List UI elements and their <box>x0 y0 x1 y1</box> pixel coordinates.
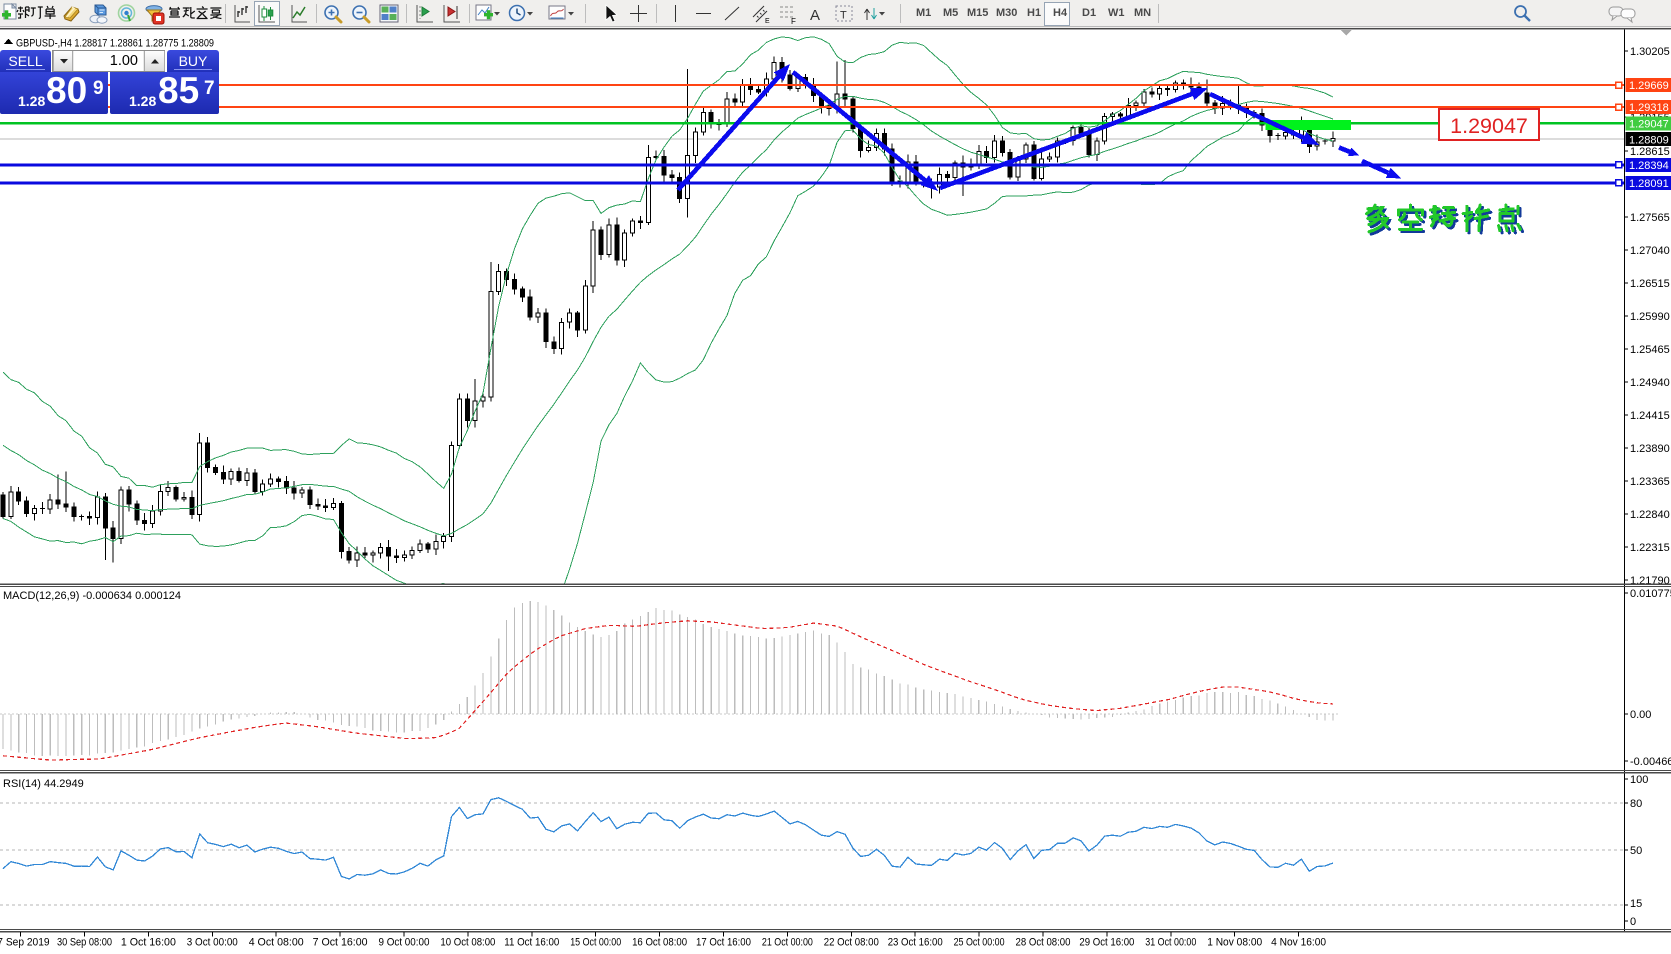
svg-text:1.26515: 1.26515 <box>1630 278 1670 290</box>
svg-text:23 Oct 16:00: 23 Oct 16:00 <box>888 937 943 949</box>
svg-text:A: A <box>810 7 820 24</box>
svg-text:100: 100 <box>1630 774 1648 786</box>
svg-text:1.24940: 1.24940 <box>1630 377 1670 389</box>
svg-text:22 Oct 08:00: 22 Oct 08:00 <box>824 937 879 949</box>
svg-text:1.23890: 1.23890 <box>1630 443 1670 455</box>
svg-text:7 Oct 16:00: 7 Oct 16:00 <box>313 937 368 949</box>
svg-text:28 Oct 08:00: 28 Oct 08:00 <box>1016 937 1071 949</box>
svg-text:0.010775: 0.010775 <box>1630 588 1671 600</box>
svg-text:16 Oct 08:00: 16 Oct 08:00 <box>632 937 687 949</box>
svg-text:1.22315: 1.22315 <box>1630 542 1670 554</box>
svg-text:T: T <box>840 10 847 22</box>
svg-text:15 Oct 00:00: 15 Oct 00:00 <box>570 937 621 949</box>
svg-text:1.29669: 1.29669 <box>1629 80 1669 92</box>
svg-text:50: 50 <box>1630 845 1642 857</box>
svg-text:1.28091: 1.28091 <box>1629 178 1669 190</box>
svg-text:RSI(14) 44.2949: RSI(14) 44.2949 <box>3 778 84 790</box>
svg-text:3 Oct 00:00: 3 Oct 00:00 <box>187 937 238 949</box>
svg-text:27 Sep 2019: 27 Sep 2019 <box>0 937 50 949</box>
svg-text:1 Nov 08:00: 1 Nov 08:00 <box>1207 937 1262 949</box>
svg-text:MACD(12,26,9) -0.000634 0.0001: MACD(12,26,9) -0.000634 0.000124 <box>3 590 181 602</box>
svg-text:0: 0 <box>1630 916 1636 928</box>
svg-text:1.22840: 1.22840 <box>1630 509 1670 521</box>
svg-text:1.25465: 1.25465 <box>1630 344 1670 356</box>
svg-text:0.00: 0.00 <box>1630 709 1651 721</box>
svg-text:1.21790: 1.21790 <box>1630 575 1670 587</box>
svg-text:F: F <box>791 17 796 26</box>
svg-text:10 Oct 08:00: 10 Oct 08:00 <box>440 937 495 949</box>
svg-text:29 Oct 16:00: 29 Oct 16:00 <box>1079 937 1134 949</box>
svg-text:GBPUSD-,H4 1.28817 1.28861 1.: GBPUSD-,H4 1.28817 1.28861 1.28775 1.288… <box>16 38 214 50</box>
svg-text:1.28615: 1.28615 <box>1630 146 1670 158</box>
svg-text:1.28394: 1.28394 <box>1629 160 1669 172</box>
svg-text:1.30205: 1.30205 <box>1630 46 1670 58</box>
svg-text:11 Oct 16:00: 11 Oct 16:00 <box>504 937 559 949</box>
svg-text:1 Oct 16:00: 1 Oct 16:00 <box>121 937 176 949</box>
svg-text:21 Oct 00:00: 21 Oct 00:00 <box>762 937 813 949</box>
svg-text:1.28809: 1.28809 <box>1629 134 1669 146</box>
svg-text:1.25990: 1.25990 <box>1630 311 1670 323</box>
svg-text:30 Sep 08:00: 30 Sep 08:00 <box>57 937 112 949</box>
svg-text:17 Oct 16:00: 17 Oct 16:00 <box>696 937 751 949</box>
svg-text:4 Nov 16:00: 4 Nov 16:00 <box>1271 937 1326 949</box>
svg-text:1.27565: 1.27565 <box>1630 212 1670 224</box>
svg-text:1.27040: 1.27040 <box>1630 245 1670 257</box>
svg-text:31 Oct 00:00: 31 Oct 00:00 <box>1145 937 1196 949</box>
svg-text:25 Oct 00:00: 25 Oct 00:00 <box>954 937 1005 949</box>
svg-text:1.24415: 1.24415 <box>1630 410 1670 422</box>
svg-text:4 Oct 08:00: 4 Oct 08:00 <box>249 937 304 949</box>
svg-text:9 Oct 00:00: 9 Oct 00:00 <box>379 937 430 949</box>
svg-text:1.23365: 1.23365 <box>1630 476 1670 488</box>
svg-text:E: E <box>765 18 770 25</box>
svg-text:1.29047: 1.29047 <box>1450 114 1528 138</box>
svg-text:15: 15 <box>1630 898 1642 910</box>
svg-text:-0.004668: -0.004668 <box>1630 756 1671 768</box>
svg-text:1.29047: 1.29047 <box>1629 119 1669 131</box>
svg-text:1.29318: 1.29318 <box>1629 102 1669 114</box>
svg-text:80: 80 <box>1630 798 1642 810</box>
